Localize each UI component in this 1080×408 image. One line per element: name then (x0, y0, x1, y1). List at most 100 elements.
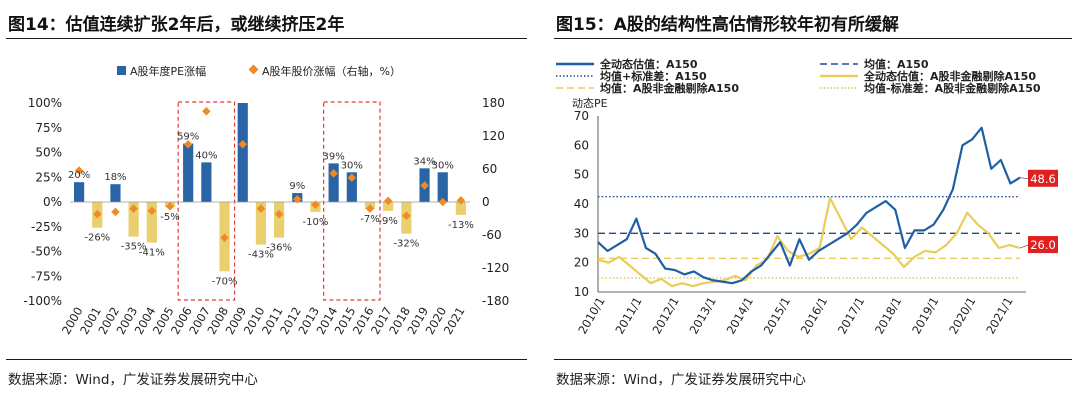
x-axis-tick: 2016/1 (798, 295, 830, 337)
bar-value-label: -36% (266, 243, 292, 254)
price-marker (220, 233, 229, 242)
bar-value-label: 59% (177, 132, 199, 143)
highlight-box (177, 101, 236, 301)
bar-value-label: 34% (413, 156, 435, 167)
price-marker (202, 107, 211, 116)
right-source-note: 数据来源：Wind，广发证券发展研究中心 (556, 372, 806, 388)
legend-label: 均值：A150 (864, 57, 929, 71)
price-marker (329, 169, 338, 178)
left-axis-tick: -25% (31, 220, 62, 234)
right-title-rule (554, 38, 1072, 39)
y-axis-tick: 40 (574, 197, 589, 211)
price-marker (183, 140, 193, 149)
series-line (597, 126, 1021, 285)
right-axis-tick: -180 (482, 294, 509, 308)
left-axis-tick: 25% (35, 170, 62, 184)
x-axis-tick: 2015/1 (761, 295, 793, 337)
x-axis-tick: 2021/1 (983, 295, 1015, 337)
price-marker (111, 207, 120, 217)
bar-value-label: 30% (341, 160, 363, 171)
left-axis-tick: -75% (31, 269, 62, 283)
pe-bar (455, 202, 466, 215)
bar-value-label: 18% (104, 172, 126, 183)
y-axis-title: 动态PE (572, 97, 608, 110)
price-marker (256, 204, 266, 213)
legend-marker-swatch (248, 64, 259, 75)
left-chart-panel: 图14：估值连续扩张2年后，或继续挤压2年 A股年度PE涨幅 A股年股价涨幅（右轴… (0, 0, 535, 408)
right-axis-tick: -120 (482, 261, 509, 275)
x-axis-tick: 2010/1 (575, 295, 607, 337)
x-axis-tick: 2013/1 (687, 295, 719, 337)
legend-label: 全动态估值：A股非金融剔除A150 (863, 69, 1036, 83)
callout-value: 26.0 (1030, 238, 1056, 252)
left-axis-tick: 0% (43, 195, 62, 209)
pe-bar (383, 202, 394, 211)
pe-bar (183, 143, 194, 202)
bar-value-label: -70% (212, 276, 238, 287)
bar-value-label: -43% (248, 250, 274, 261)
price-marker (147, 206, 157, 216)
highlight-box (323, 101, 381, 301)
legend-marker-label: A股年股价涨幅（右轴，%） (262, 64, 401, 78)
pe-bar (110, 184, 121, 202)
right-axis-tick: 60 (482, 162, 497, 176)
bar-value-label: -41% (139, 248, 165, 259)
price-marker (93, 209, 102, 219)
x-axis-tick: 2011/1 (612, 295, 644, 337)
right-chart-panel: 图15：A股的结构性高估情形较年初有所缓解 70 60 50 40 30 20 10 动态PE… (548, 0, 1080, 408)
pe-bar (74, 182, 85, 202)
y-axis-tick: 50 (574, 168, 589, 182)
bar-value-label: 39% (323, 151, 345, 162)
price-marker (238, 140, 247, 149)
y-axis-tick: 30 (574, 226, 589, 240)
bar-value-label: 40% (195, 150, 217, 161)
right-source-rule (554, 359, 1072, 360)
pe-bar (201, 162, 212, 202)
price-marker (311, 200, 320, 209)
left-bar-chart: A股年度PE涨幅 A股年股价涨幅（右轴，%） 100% 75% 50% 25% 0% -25%… (23, 64, 509, 337)
right-axis-tick: 0 (482, 195, 490, 209)
series-line (597, 197, 1021, 288)
price-marker (420, 181, 429, 190)
left-chart-title: 图14：估值连续扩张2年后，或继续挤压2年 (8, 15, 345, 35)
callout-box (1028, 169, 1058, 187)
bar-value-label: -32% (393, 239, 419, 250)
price-marker (293, 195, 302, 204)
pe-bar (128, 202, 139, 237)
legend-bar-label: A股年度PE涨幅 (130, 64, 206, 78)
x-axis-tick: 2014/1 (724, 295, 756, 337)
price-marker (438, 197, 447, 207)
legend-bar-swatch (117, 66, 126, 75)
bar-value-label: -13% (448, 220, 474, 231)
left-source-note: 数据来源：Wind，广发证券发展研究中心 (8, 372, 258, 388)
right-axis-tick: 180 (482, 96, 505, 110)
bar-value-label: 20% (68, 170, 90, 181)
right-chart-title: 图15：A股的结构性高估情形较年初有所缓解 (556, 15, 899, 35)
price-marker (347, 173, 357, 183)
pe-bar (328, 163, 339, 202)
right-axis-tick: -60 (482, 228, 502, 242)
left-title-rule (6, 38, 527, 39)
legend-label: 全动态估值：A150 (599, 57, 698, 71)
legend-label: 均值-标准差：A股非金融剔除A150 (864, 81, 1041, 95)
price-marker (365, 204, 375, 213)
pe-bar (346, 172, 357, 202)
left-axis-tick: -50% (31, 245, 62, 259)
bar-value-label: 30% (432, 160, 454, 171)
bar-value-label: -35% (121, 242, 147, 253)
y-axis-tick: 70 (574, 109, 589, 123)
bar-value-label: -26% (84, 233, 110, 244)
bar-value-label: 9% (289, 181, 305, 192)
price-marker (383, 196, 393, 206)
left-axis-tick: 50% (35, 146, 62, 160)
price-marker (129, 204, 138, 213)
y-axis-tick: 60 (574, 138, 589, 152)
pe-bar (146, 202, 157, 243)
pe-bar (237, 103, 248, 202)
bar-value-label: -5% (160, 212, 179, 223)
x-axis-tick: 2018/1 (872, 295, 904, 337)
left-source-rule (6, 359, 527, 360)
callout-value: 48.6 (1030, 172, 1056, 186)
price-marker (274, 209, 284, 219)
pe-bar (274, 202, 285, 238)
